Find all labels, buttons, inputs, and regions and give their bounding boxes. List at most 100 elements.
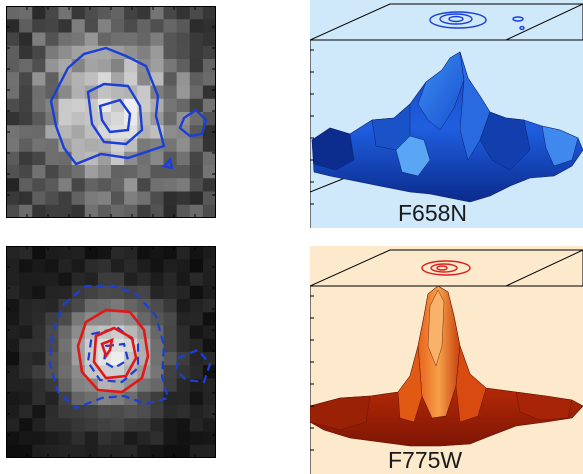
pixel [189,338,204,353]
pixel [6,112,20,126]
pixel [6,178,20,192]
pixel [45,325,59,340]
pixel [45,365,59,379]
pixel [189,59,204,73]
pixel [19,312,33,326]
pixel [150,418,164,432]
pixel [124,59,138,73]
pixel [189,418,204,432]
pixel [150,378,164,393]
pixel [150,19,164,33]
pixel [124,299,138,313]
pixel [6,191,20,206]
pixel [124,431,138,446]
pixel [176,178,191,192]
pixel [32,272,46,287]
bottom-right-surface-panel: F775W [310,246,583,474]
pixel [71,72,86,86]
pixel [58,178,73,192]
pixel [163,299,178,313]
pixel [189,299,204,313]
pixel [58,165,73,179]
filter-label: F658N [398,200,467,226]
pixel [150,6,164,20]
pixel [202,312,216,326]
pixel [176,85,191,100]
pixel [58,285,73,300]
pixel [97,178,112,192]
pixel [150,444,164,458]
pixel [163,272,178,287]
pixel [45,246,59,260]
pixel [176,32,191,47]
pixel [6,325,20,340]
pixel [97,378,112,393]
pixel [19,165,33,179]
pixel [71,85,86,100]
pixel [58,19,73,33]
pixel [163,6,178,20]
pixel [163,312,178,326]
pixel [97,365,112,379]
pixel [163,165,178,179]
pixel [137,85,151,100]
pixel [58,312,73,326]
projected-contours [421,260,471,276]
pixel [189,444,204,458]
pixel [111,138,125,153]
pixel [189,378,204,393]
pixel [176,285,191,300]
pixel [111,418,125,432]
pixel [32,204,46,218]
pixel [97,246,112,260]
pixel [150,32,164,47]
pixel [202,6,216,20]
pixel [71,391,86,406]
pixel [111,19,125,33]
pixel [84,391,99,406]
pixel [202,299,216,313]
pixel [32,431,46,446]
pixel [84,259,99,273]
pixel [84,19,99,33]
pixel [6,125,20,139]
pixel [6,85,20,100]
pixel [97,285,112,300]
pixel [71,204,86,218]
pixel [202,72,216,86]
pixel [202,191,216,206]
pixel [71,6,86,20]
pixel [19,138,33,153]
pixel [176,246,191,260]
pixel [58,151,73,166]
pixel [58,246,73,260]
pixel [137,178,151,192]
pixel [111,6,125,20]
pixel [189,178,204,192]
pixel [111,272,125,287]
f775w-surface-plot: F775W [310,246,583,474]
pixel [58,191,73,206]
pixel [32,98,46,113]
pixel [45,204,59,218]
pixel [45,19,59,33]
pixel [163,125,178,139]
pixel [6,72,20,86]
pixel [137,32,151,47]
pixel [202,204,216,218]
pixel [202,45,216,60]
pixel [97,204,112,218]
pixel [189,19,204,33]
pixel [6,431,20,446]
pixel [150,45,164,60]
pixel [150,285,164,300]
pixel [58,405,73,419]
pixel [71,98,86,113]
pixel [202,59,216,73]
pixel [84,418,99,432]
pixel [58,352,73,366]
pixel [176,45,191,60]
pixel [45,405,59,419]
pixel [71,312,86,326]
pixel [163,32,178,47]
